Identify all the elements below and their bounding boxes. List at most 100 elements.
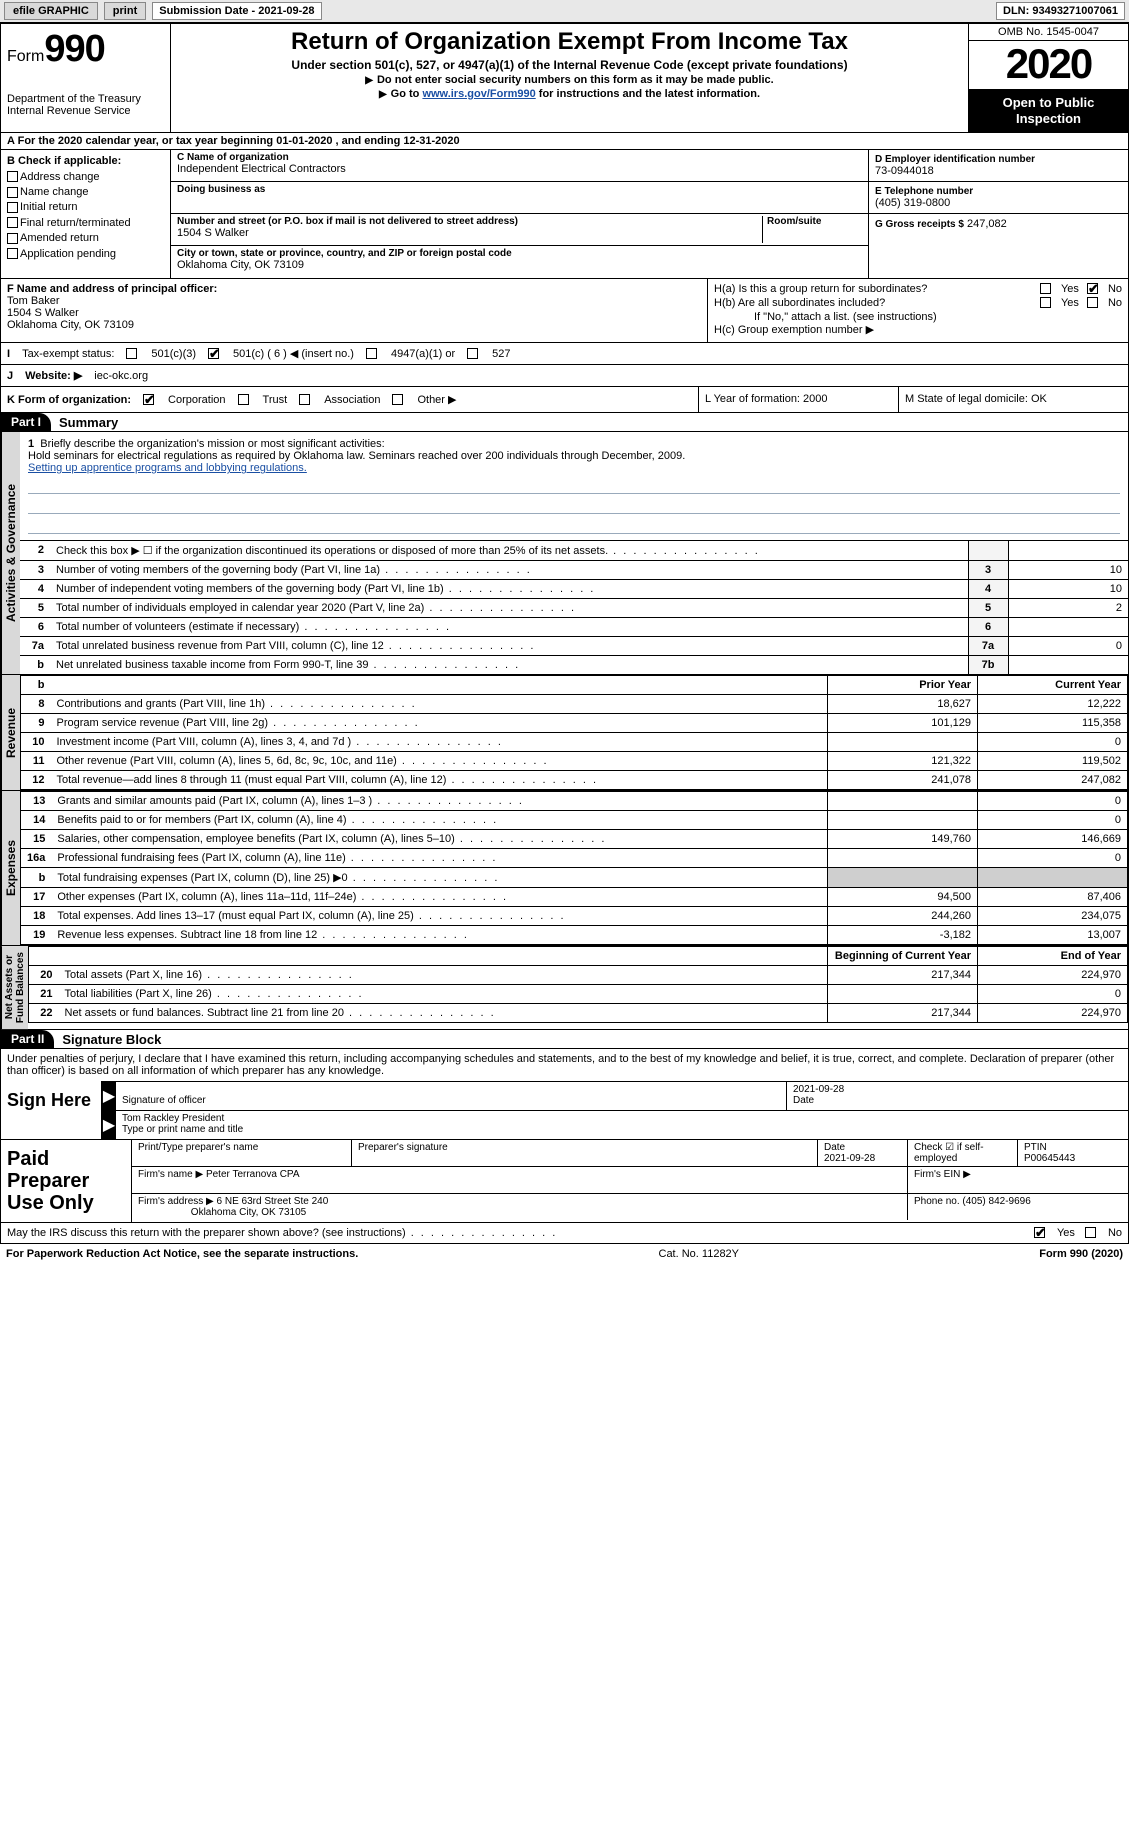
netassets-table: Beginning of Current YearEnd of Year20To… xyxy=(28,946,1128,1023)
tax-status-label: Tax-exempt status: xyxy=(22,348,114,360)
sig-date: 2021-09-28 xyxy=(793,1084,844,1095)
cat-no: Cat. No. 11282Y xyxy=(358,1248,1039,1260)
governance-table: 2Check this box ▶ ☐ if the organization … xyxy=(20,540,1128,674)
city-label: City or town, state or province, country… xyxy=(177,248,862,259)
sig-arrow-icon: ▶ xyxy=(102,1082,116,1110)
chk-amended[interactable] xyxy=(7,233,18,244)
preparer-block: Paid Preparer Use Only Print/Type prepar… xyxy=(1,1139,1128,1222)
chk-other[interactable] xyxy=(392,394,403,405)
firm-phone: (405) 842-9696 xyxy=(962,1196,1030,1207)
form990-link[interactable]: www.irs.gov/Form990 xyxy=(422,88,535,100)
chk-initial-return[interactable] xyxy=(7,202,18,213)
firm-addr: 6 NE 63rd Street Ste 240 xyxy=(217,1196,329,1207)
tel-value: (405) 319-0800 xyxy=(875,197,1122,209)
header-right: OMB No. 1545-0047 2020 Open to Public In… xyxy=(968,24,1128,132)
website-value: iec-okc.org xyxy=(94,370,148,382)
chk-501c3[interactable] xyxy=(126,348,137,359)
tab-expenses: Expenses xyxy=(1,791,20,945)
city-value: Oklahoma City, OK 73109 xyxy=(177,259,862,271)
prep-sig-label: Preparer's signature xyxy=(352,1140,818,1166)
footer-line: For Paperwork Reduction Act Notice, see … xyxy=(0,1244,1129,1264)
ptin-value: P00645443 xyxy=(1024,1153,1075,1164)
tab-netassets: Net Assets orFund Balances xyxy=(1,946,28,1029)
gross-value: 247,082 xyxy=(967,218,1007,230)
submission-date: Submission Date - 2021-09-28 xyxy=(152,2,321,20)
part1-header: Part I Summary xyxy=(0,413,1129,432)
chk-4947[interactable] xyxy=(366,348,377,359)
self-employed-check: Check ☑ if self-employed xyxy=(914,1142,984,1164)
section-expenses: Expenses 13Grants and similar amounts pa… xyxy=(0,791,1129,946)
hb-yes[interactable] xyxy=(1040,297,1051,308)
col-b-checkboxes: B Check if applicable: Address change Na… xyxy=(1,150,171,278)
discuss-yes[interactable] xyxy=(1034,1227,1045,1238)
signature-block: Under penalties of perjury, I declare th… xyxy=(0,1049,1129,1223)
section-revenue: Revenue bPrior YearCurrent Year8Contribu… xyxy=(0,675,1129,791)
chk-app-pending[interactable] xyxy=(7,248,18,259)
mission-label: Briefly describe the organization's miss… xyxy=(40,438,384,450)
mission-text2[interactable]: Setting up apprentice programs and lobby… xyxy=(28,462,307,474)
top-toolbar: efile GRAPHIC print Submission Date - 20… xyxy=(0,0,1129,23)
col-c-org: C Name of organization Independent Elect… xyxy=(171,150,868,278)
print-button[interactable]: print xyxy=(104,2,146,20)
row-j: J Website: ▶ iec-okc.org xyxy=(0,365,1129,387)
room-label: Room/suite xyxy=(767,216,862,227)
row-a-year: A For the 2020 calendar year, or tax yea… xyxy=(0,133,1129,150)
hb-note: If "No," attach a list. (see instruction… xyxy=(714,311,1122,323)
officer-addr2: Oklahoma City, OK 73109 xyxy=(7,319,701,331)
ha-label: H(a) Is this a group return for subordin… xyxy=(714,283,927,295)
tab-revenue: Revenue xyxy=(1,675,20,790)
chk-501c[interactable] xyxy=(208,348,219,359)
ha-yes[interactable] xyxy=(1040,283,1051,294)
tax-year: 2020 xyxy=(969,41,1128,89)
form-label: Form xyxy=(7,48,44,65)
row-i: I Tax-exempt status: 501(c)(3) 501(c) ( … xyxy=(0,343,1129,365)
name-title-label: Type or print name and title xyxy=(122,1124,243,1135)
officer-addr1: 1504 S Walker xyxy=(7,307,701,319)
revenue-table: bPrior YearCurrent Year8Contributions an… xyxy=(20,675,1128,790)
prep-print-name-label: Print/Type preparer's name xyxy=(132,1140,352,1166)
chk-corp[interactable] xyxy=(143,394,154,405)
tab-governance: Activities & Governance xyxy=(1,432,20,674)
chk-address-change[interactable] xyxy=(7,171,18,182)
officer-label: F Name and address of principal officer: xyxy=(7,283,701,295)
preparer-label: Paid Preparer Use Only xyxy=(1,1140,131,1222)
discuss-no[interactable] xyxy=(1085,1227,1096,1238)
part2-tag: Part II xyxy=(1,1030,54,1048)
chk-trust[interactable] xyxy=(238,394,249,405)
chk-assoc[interactable] xyxy=(299,394,310,405)
hb-no[interactable] xyxy=(1087,297,1098,308)
efile-button[interactable]: efile GRAPHIC xyxy=(4,2,98,20)
header-line1: Do not enter social security numbers on … xyxy=(377,74,774,86)
firm-ein-label: Firm's EIN ▶ xyxy=(914,1169,971,1180)
ha-no[interactable] xyxy=(1087,283,1098,294)
form-org-label: K Form of organization: xyxy=(7,394,131,406)
prep-date: 2021-09-28 xyxy=(824,1153,875,1164)
section-governance: Activities & Governance 1 Briefly descri… xyxy=(0,432,1129,675)
block-bcd: B Check if applicable: Address change Na… xyxy=(0,150,1129,279)
discuss-row: May the IRS discuss this return with the… xyxy=(0,1223,1129,1244)
chk-527[interactable] xyxy=(467,348,478,359)
name-label: C Name of organization xyxy=(177,152,862,163)
firm-city: Oklahoma City, OK 73105 xyxy=(191,1207,306,1218)
sig-officer-label: Signature of officer xyxy=(122,1095,206,1106)
sign-here-row: Sign Here ▶ Signature of officer 2021-09… xyxy=(1,1081,1128,1139)
chk-name-change[interactable] xyxy=(7,187,18,198)
officer-printed-name: Tom Rackley President xyxy=(122,1113,224,1124)
form-number: 990 xyxy=(44,28,104,70)
expenses-table: 13Grants and similar amounts paid (Part … xyxy=(20,791,1128,945)
section-netassets: Net Assets orFund Balances Beginning of … xyxy=(0,946,1129,1030)
website-label: Website: ▶ xyxy=(25,369,82,382)
block-fh: F Name and address of principal officer:… xyxy=(0,279,1129,343)
firm-name: Peter Terranova CPA xyxy=(206,1169,300,1180)
sig-arrow-icon-2: ▶ xyxy=(102,1111,116,1139)
chk-final-return[interactable] xyxy=(7,217,18,228)
open-inspection: Open to Public Inspection xyxy=(969,89,1128,132)
hb-label: H(b) Are all subordinates included? xyxy=(714,297,885,309)
header-left: Form990 Department of the Treasury Inter… xyxy=(1,24,171,132)
form-subtitle: Under section 501(c), 527, or 4947(a)(1)… xyxy=(179,58,960,72)
row-k: K Form of organization: Corporation Trus… xyxy=(0,387,1129,413)
header-line2-post: for instructions and the latest informat… xyxy=(536,88,760,100)
form-title: Return of Organization Exempt From Incom… xyxy=(179,28,960,56)
gross-label: G Gross receipts $ xyxy=(875,219,964,230)
org-name: Independent Electrical Contractors xyxy=(177,163,862,175)
